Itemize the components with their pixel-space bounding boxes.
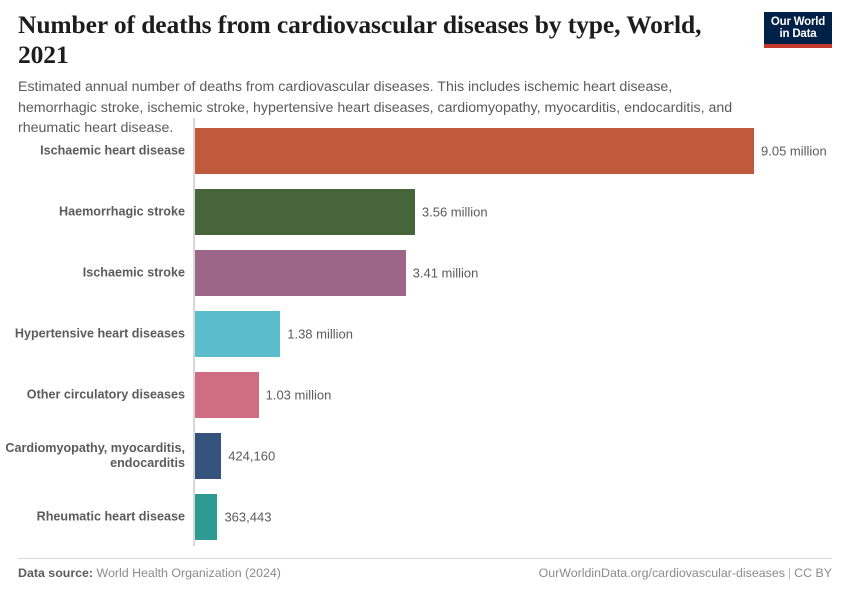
bar-row[interactable]: Cardiomyopathy, myocarditis, endocarditis… [0,433,850,479]
bar[interactable] [195,433,222,479]
data-source-label: Data source: [18,566,94,580]
bar-category-label: Ischaemic heart disease [40,143,185,158]
bar-value-label: 3.56 million [421,204,488,220]
bar-value-label: 3.41 million [412,265,479,281]
bar-value-label: 1.38 million [287,326,353,342]
bar-row[interactable]: Haemorrhagic stroke 3.56 million [0,189,850,235]
footer-separator: | [787,566,792,580]
our-world-in-data-logo[interactable]: Our World in Data [764,12,832,48]
bar-row[interactable]: Ischaemic stroke 3.41 million [0,250,850,296]
logo-line-2: in Data [779,28,817,40]
bar[interactable] [195,494,218,540]
y-axis-line [193,118,195,546]
bar-category-label: Rheumatic heart disease [36,509,185,524]
bar[interactable] [195,250,406,296]
data-source: Data source: World Health Organization (… [18,566,281,580]
bar-row[interactable]: Rheumatic heart disease 363,443 [0,494,850,540]
owid-url[interactable]: OurWorldinData.org/cardiovascular-diseas… [538,566,785,580]
chart-header: Number of deaths from cardiovascular dis… [18,10,832,139]
footer-attribution: OurWorldinData.org/cardiovascular-diseas… [539,566,832,580]
footer-divider [18,558,832,559]
bar-row[interactable]: Hypertensive heart diseases 1.38 million [0,311,850,357]
bar[interactable] [195,189,415,235]
data-source-value: World Health Organization (2024) [96,566,281,580]
bar-row[interactable]: Ischaemic heart disease 9.05 million [0,128,850,174]
bar-category-label: Haemorrhagic stroke [59,204,185,219]
bar-row[interactable]: Other circulatory diseases 1.03 million [0,372,850,418]
chart-footer: Data source: World Health Organization (… [18,566,832,580]
license-label[interactable]: CC BY [794,566,832,580]
bar-value-label: 424,160 [228,448,276,464]
bar-category-label: Ischaemic stroke [82,265,185,280]
logo-line-1: Our World [770,15,826,28]
bar-category-label: Cardiomyopathy, myocarditis, endocarditis [5,441,185,470]
bar[interactable] [195,128,754,174]
bar[interactable] [195,372,259,418]
bar-value-label: 1.03 million [265,387,332,403]
bar-value-label: 9.05 million [761,143,827,159]
page-title: Number of deaths from cardiovascular dis… [18,10,702,69]
bar-value-label: 363,443 [224,509,272,525]
chart-subtitle: Estimated annual number of deaths from c… [18,79,733,136]
bar-category-label: Hypertensive heart diseases [14,326,185,341]
bar-category-label: Other circulatory diseases [26,387,185,402]
bar[interactable] [195,311,281,357]
bar-chart: Ischaemic heart disease 9.05 million Haemo… [0,118,850,548]
